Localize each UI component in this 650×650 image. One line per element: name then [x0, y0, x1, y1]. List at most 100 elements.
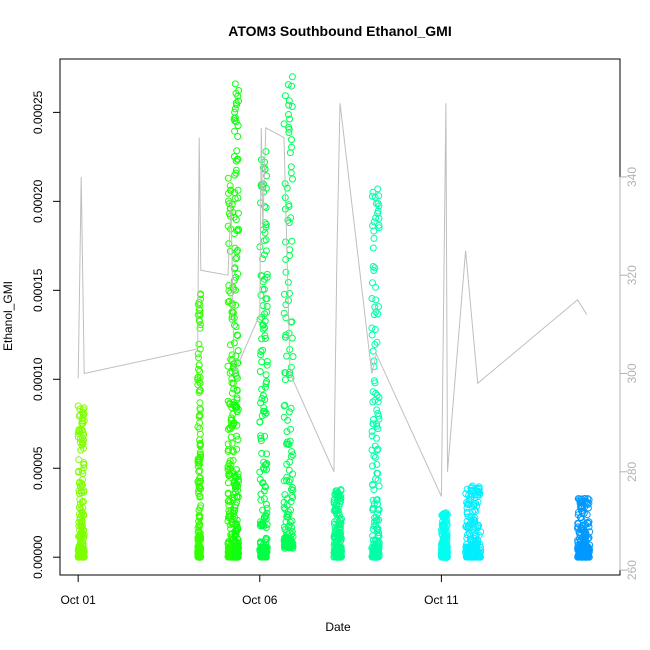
- data-point: [373, 446, 381, 454]
- data-point: [79, 552, 86, 560]
- data-point: [256, 368, 264, 375]
- data-point: [370, 227, 378, 235]
- data-point: [468, 484, 476, 491]
- data-point: [79, 549, 87, 557]
- data-point: [80, 461, 88, 469]
- data-point: [374, 185, 382, 193]
- data-point: [370, 452, 378, 460]
- data-point: [233, 432, 241, 440]
- y-tick-label: 0.00010: [31, 357, 45, 401]
- data-point: [467, 537, 475, 545]
- data-point: [234, 405, 242, 413]
- x-tick-label: Oct 11: [424, 593, 459, 607]
- data-point: [282, 256, 290, 263]
- data-point: [285, 111, 292, 118]
- data-point: [234, 122, 242, 130]
- data-point: [263, 358, 271, 365]
- data-point: [280, 309, 288, 317]
- data-point: [78, 509, 86, 517]
- data-point: [230, 314, 238, 322]
- data-point: [75, 543, 83, 551]
- data-point: [225, 200, 233, 208]
- data-point: [283, 184, 291, 192]
- data-point: [574, 520, 582, 528]
- data-point: [260, 285, 268, 293]
- data-point: [233, 147, 241, 155]
- data-point: [234, 473, 242, 481]
- data-point: [196, 411, 204, 419]
- data-point: [286, 289, 293, 297]
- data-point: [228, 308, 236, 316]
- data-point: [195, 299, 203, 306]
- data-point: [463, 499, 471, 506]
- data-point: [281, 491, 289, 499]
- data-point: [224, 497, 232, 505]
- data-point: [231, 504, 239, 512]
- data-point: [233, 101, 241, 109]
- data-point: [257, 291, 265, 299]
- data-point: [475, 485, 483, 493]
- data-point: [373, 461, 381, 468]
- data-point: [334, 506, 342, 514]
- data-point: [585, 523, 593, 531]
- data-point: [224, 479, 232, 487]
- data-point: [79, 406, 87, 414]
- data-point: [280, 498, 288, 506]
- data-point: [287, 425, 295, 433]
- data-point: [196, 399, 204, 407]
- data-point: [281, 333, 289, 341]
- data-point: [228, 201, 236, 208]
- data-point: [470, 548, 478, 556]
- data-point: [224, 425, 232, 433]
- data-point: [233, 445, 241, 453]
- data-point: [230, 401, 238, 409]
- data-point: [282, 238, 289, 246]
- data-point: [260, 251, 268, 259]
- data-point: [261, 202, 269, 210]
- data-point: [75, 467, 83, 475]
- data-point: [232, 352, 240, 360]
- data-point: [370, 548, 378, 556]
- data-point: [475, 484, 482, 492]
- data-point: [262, 534, 270, 542]
- data-point: [334, 531, 342, 539]
- data-point: [234, 270, 242, 278]
- data-point: [374, 210, 381, 217]
- data-point: [196, 529, 204, 537]
- data-point: [257, 437, 265, 445]
- data-point: [194, 350, 202, 358]
- data-point: [463, 508, 471, 516]
- data-point: [259, 255, 267, 263]
- data-point: [76, 426, 84, 434]
- data-point: [285, 129, 293, 136]
- data-point: [233, 374, 241, 382]
- data-point: [232, 485, 239, 493]
- data-point: [438, 526, 445, 534]
- data-point: [233, 387, 241, 394]
- data-point: [195, 459, 203, 466]
- data-point: [77, 528, 85, 536]
- data-point: [196, 514, 204, 522]
- data-point: [284, 216, 292, 224]
- data-point: [465, 529, 473, 537]
- data-point: [286, 115, 294, 123]
- data-point: [474, 498, 482, 506]
- data-point: [234, 194, 242, 202]
- data-point: [285, 478, 293, 486]
- data-point: [261, 219, 269, 227]
- data-point: [335, 520, 343, 528]
- data-point: [464, 525, 472, 533]
- data-point: [257, 399, 265, 407]
- data-point: [475, 549, 483, 557]
- data-point: [286, 149, 294, 157]
- data-point: [195, 377, 203, 385]
- data-point: [259, 183, 267, 191]
- data-point: [224, 298, 232, 306]
- data-point: [258, 546, 266, 554]
- data-point: [574, 495, 582, 503]
- data-point: [263, 172, 271, 180]
- data-point: [462, 550, 470, 558]
- data-point: [288, 136, 295, 144]
- data-point: [287, 453, 295, 460]
- data-point: [234, 436, 242, 444]
